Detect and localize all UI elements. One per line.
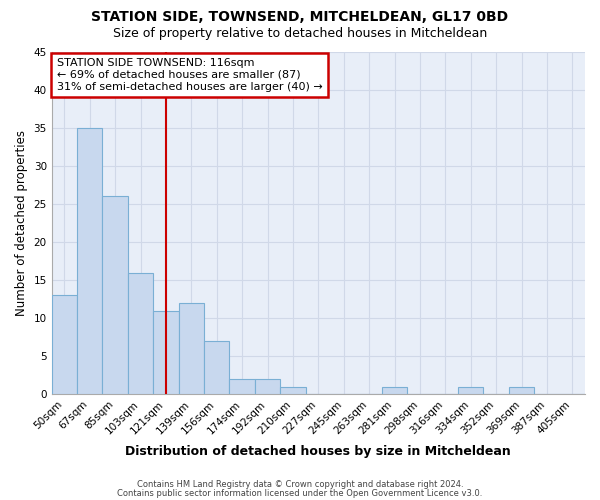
Text: Size of property relative to detached houses in Mitcheldean: Size of property relative to detached ho… (113, 28, 487, 40)
Text: Contains public sector information licensed under the Open Government Licence v3: Contains public sector information licen… (118, 490, 482, 498)
Text: Contains HM Land Registry data © Crown copyright and database right 2024.: Contains HM Land Registry data © Crown c… (137, 480, 463, 489)
Bar (280, 387, 305, 394)
Bar (458, 387, 484, 394)
X-axis label: Distribution of detached houses by size in Mitcheldean: Distribution of detached houses by size … (125, 444, 511, 458)
Bar (103, 196, 128, 394)
Bar (179, 303, 204, 394)
Y-axis label: Number of detached properties: Number of detached properties (15, 130, 28, 316)
Bar (153, 310, 179, 394)
Text: STATION SIDE, TOWNSEND, MITCHELDEAN, GL17 0BD: STATION SIDE, TOWNSEND, MITCHELDEAN, GL1… (91, 10, 509, 24)
Bar (255, 379, 280, 394)
Bar (77, 128, 103, 394)
Bar (382, 387, 407, 394)
Bar (229, 379, 255, 394)
Bar (509, 387, 534, 394)
Bar (52, 296, 77, 394)
Bar (128, 272, 153, 394)
Text: STATION SIDE TOWNSEND: 116sqm
← 69% of detached houses are smaller (87)
31% of s: STATION SIDE TOWNSEND: 116sqm ← 69% of d… (57, 58, 323, 92)
Bar (204, 341, 229, 394)
